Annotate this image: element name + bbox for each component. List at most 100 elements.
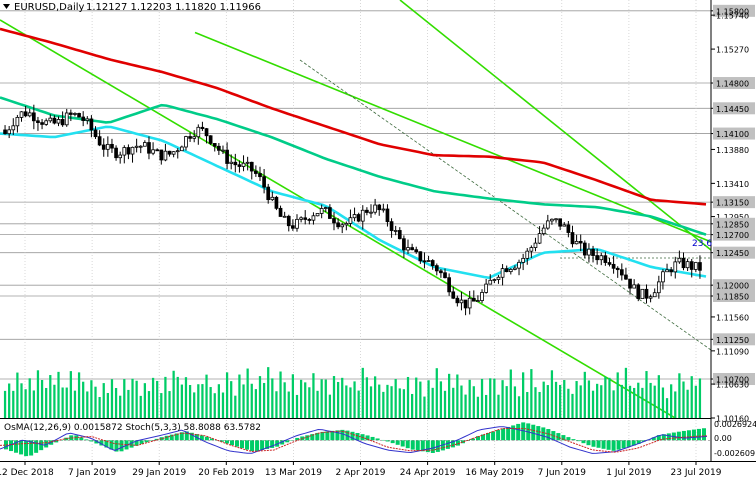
candle[interactable] bbox=[110, 138, 114, 153]
candle[interactable] bbox=[656, 275, 661, 299]
candle[interactable] bbox=[241, 155, 246, 172]
candle[interactable] bbox=[484, 278, 488, 294]
candle[interactable] bbox=[311, 212, 316, 225]
candle[interactable] bbox=[15, 114, 20, 133]
candle[interactable] bbox=[122, 145, 127, 164]
candle[interactable] bbox=[570, 225, 575, 248]
candle[interactable] bbox=[97, 130, 102, 147]
candle[interactable] bbox=[184, 135, 188, 151]
candle[interactable] bbox=[52, 115, 57, 125]
candle[interactable] bbox=[463, 299, 468, 316]
candle[interactable] bbox=[225, 142, 229, 170]
candle[interactable] bbox=[27, 108, 32, 118]
candle[interactable] bbox=[689, 258, 694, 278]
candle[interactable] bbox=[566, 220, 571, 238]
candle[interactable] bbox=[291, 219, 295, 231]
candle[interactable] bbox=[677, 250, 682, 264]
candle[interactable] bbox=[451, 286, 456, 300]
candle[interactable] bbox=[204, 127, 209, 144]
candle[interactable] bbox=[644, 284, 649, 304]
candle[interactable] bbox=[648, 294, 653, 303]
candle[interactable] bbox=[517, 259, 521, 276]
candle[interactable] bbox=[422, 252, 427, 269]
candle[interactable] bbox=[270, 191, 275, 201]
candle[interactable] bbox=[661, 269, 665, 290]
candle[interactable] bbox=[60, 111, 65, 127]
candle[interactable] bbox=[669, 266, 674, 277]
candle[interactable] bbox=[278, 205, 283, 217]
candle[interactable] bbox=[467, 290, 472, 315]
candle[interactable] bbox=[619, 263, 624, 281]
candle[interactable] bbox=[632, 279, 636, 289]
candle[interactable] bbox=[356, 212, 361, 223]
candle[interactable] bbox=[562, 222, 567, 227]
candle[interactable] bbox=[147, 136, 151, 160]
candle[interactable] bbox=[352, 207, 357, 222]
candle[interactable] bbox=[217, 143, 221, 156]
candle[interactable] bbox=[171, 151, 176, 158]
candle[interactable] bbox=[85, 116, 90, 125]
candle[interactable] bbox=[249, 161, 254, 180]
candle[interactable] bbox=[521, 253, 525, 271]
candle[interactable] bbox=[652, 288, 657, 298]
candle[interactable] bbox=[155, 148, 160, 152]
candle[interactable] bbox=[443, 268, 447, 279]
candle[interactable] bbox=[418, 251, 423, 264]
candle[interactable] bbox=[258, 166, 262, 182]
candle[interactable] bbox=[36, 116, 40, 131]
candle[interactable] bbox=[192, 130, 197, 143]
candle[interactable] bbox=[513, 265, 517, 271]
candle[interactable] bbox=[114, 145, 118, 161]
candle[interactable] bbox=[541, 224, 546, 236]
candle[interactable] bbox=[48, 114, 53, 123]
candle[interactable] bbox=[282, 211, 287, 218]
candle[interactable] bbox=[628, 278, 632, 295]
candle[interactable] bbox=[307, 218, 312, 225]
candle[interactable] bbox=[455, 295, 460, 307]
candle[interactable] bbox=[496, 275, 501, 284]
candle[interactable] bbox=[336, 218, 340, 230]
candle[interactable] bbox=[377, 203, 382, 216]
candle[interactable] bbox=[299, 216, 303, 223]
candle[interactable] bbox=[611, 255, 616, 274]
candle[interactable] bbox=[508, 268, 513, 275]
candle[interactable] bbox=[582, 240, 587, 259]
candle[interactable] bbox=[163, 143, 168, 162]
candle[interactable] bbox=[537, 226, 542, 245]
candle[interactable] bbox=[591, 245, 595, 263]
candle[interactable] bbox=[348, 209, 353, 227]
candle[interactable] bbox=[385, 204, 390, 227]
candle[interactable] bbox=[447, 273, 451, 296]
candle[interactable] bbox=[7, 125, 12, 139]
candlesticks[interactable] bbox=[3, 104, 702, 316]
candle[interactable] bbox=[31, 104, 36, 130]
candle[interactable] bbox=[73, 112, 77, 117]
candle[interactable] bbox=[69, 109, 73, 122]
candle[interactable] bbox=[295, 214, 299, 232]
candle[interactable] bbox=[77, 112, 81, 118]
candle[interactable] bbox=[138, 145, 143, 154]
candle[interactable] bbox=[529, 245, 534, 258]
candle[interactable] bbox=[303, 210, 308, 225]
candle[interactable] bbox=[254, 165, 258, 177]
candle[interactable] bbox=[578, 234, 583, 252]
candle[interactable] bbox=[402, 235, 406, 258]
candle[interactable] bbox=[434, 263, 439, 276]
candle[interactable] bbox=[167, 150, 172, 157]
candle[interactable] bbox=[180, 145, 184, 152]
candle[interactable] bbox=[262, 169, 266, 194]
candle[interactable] bbox=[550, 218, 554, 225]
candle[interactable] bbox=[624, 267, 628, 280]
candle[interactable] bbox=[340, 222, 345, 234]
candle[interactable] bbox=[471, 290, 476, 302]
candle[interactable] bbox=[44, 118, 49, 126]
candle[interactable] bbox=[685, 258, 690, 272]
candle[interactable] bbox=[693, 262, 698, 273]
candle[interactable] bbox=[603, 251, 608, 266]
candle[interactable] bbox=[328, 204, 332, 219]
candle[interactable] bbox=[488, 274, 493, 285]
candle[interactable] bbox=[19, 111, 24, 122]
candle[interactable] bbox=[101, 138, 106, 157]
candle[interactable] bbox=[681, 252, 686, 271]
